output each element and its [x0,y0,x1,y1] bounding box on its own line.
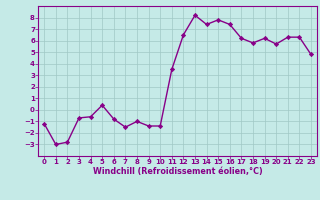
X-axis label: Windchill (Refroidissement éolien,°C): Windchill (Refroidissement éolien,°C) [93,167,262,176]
